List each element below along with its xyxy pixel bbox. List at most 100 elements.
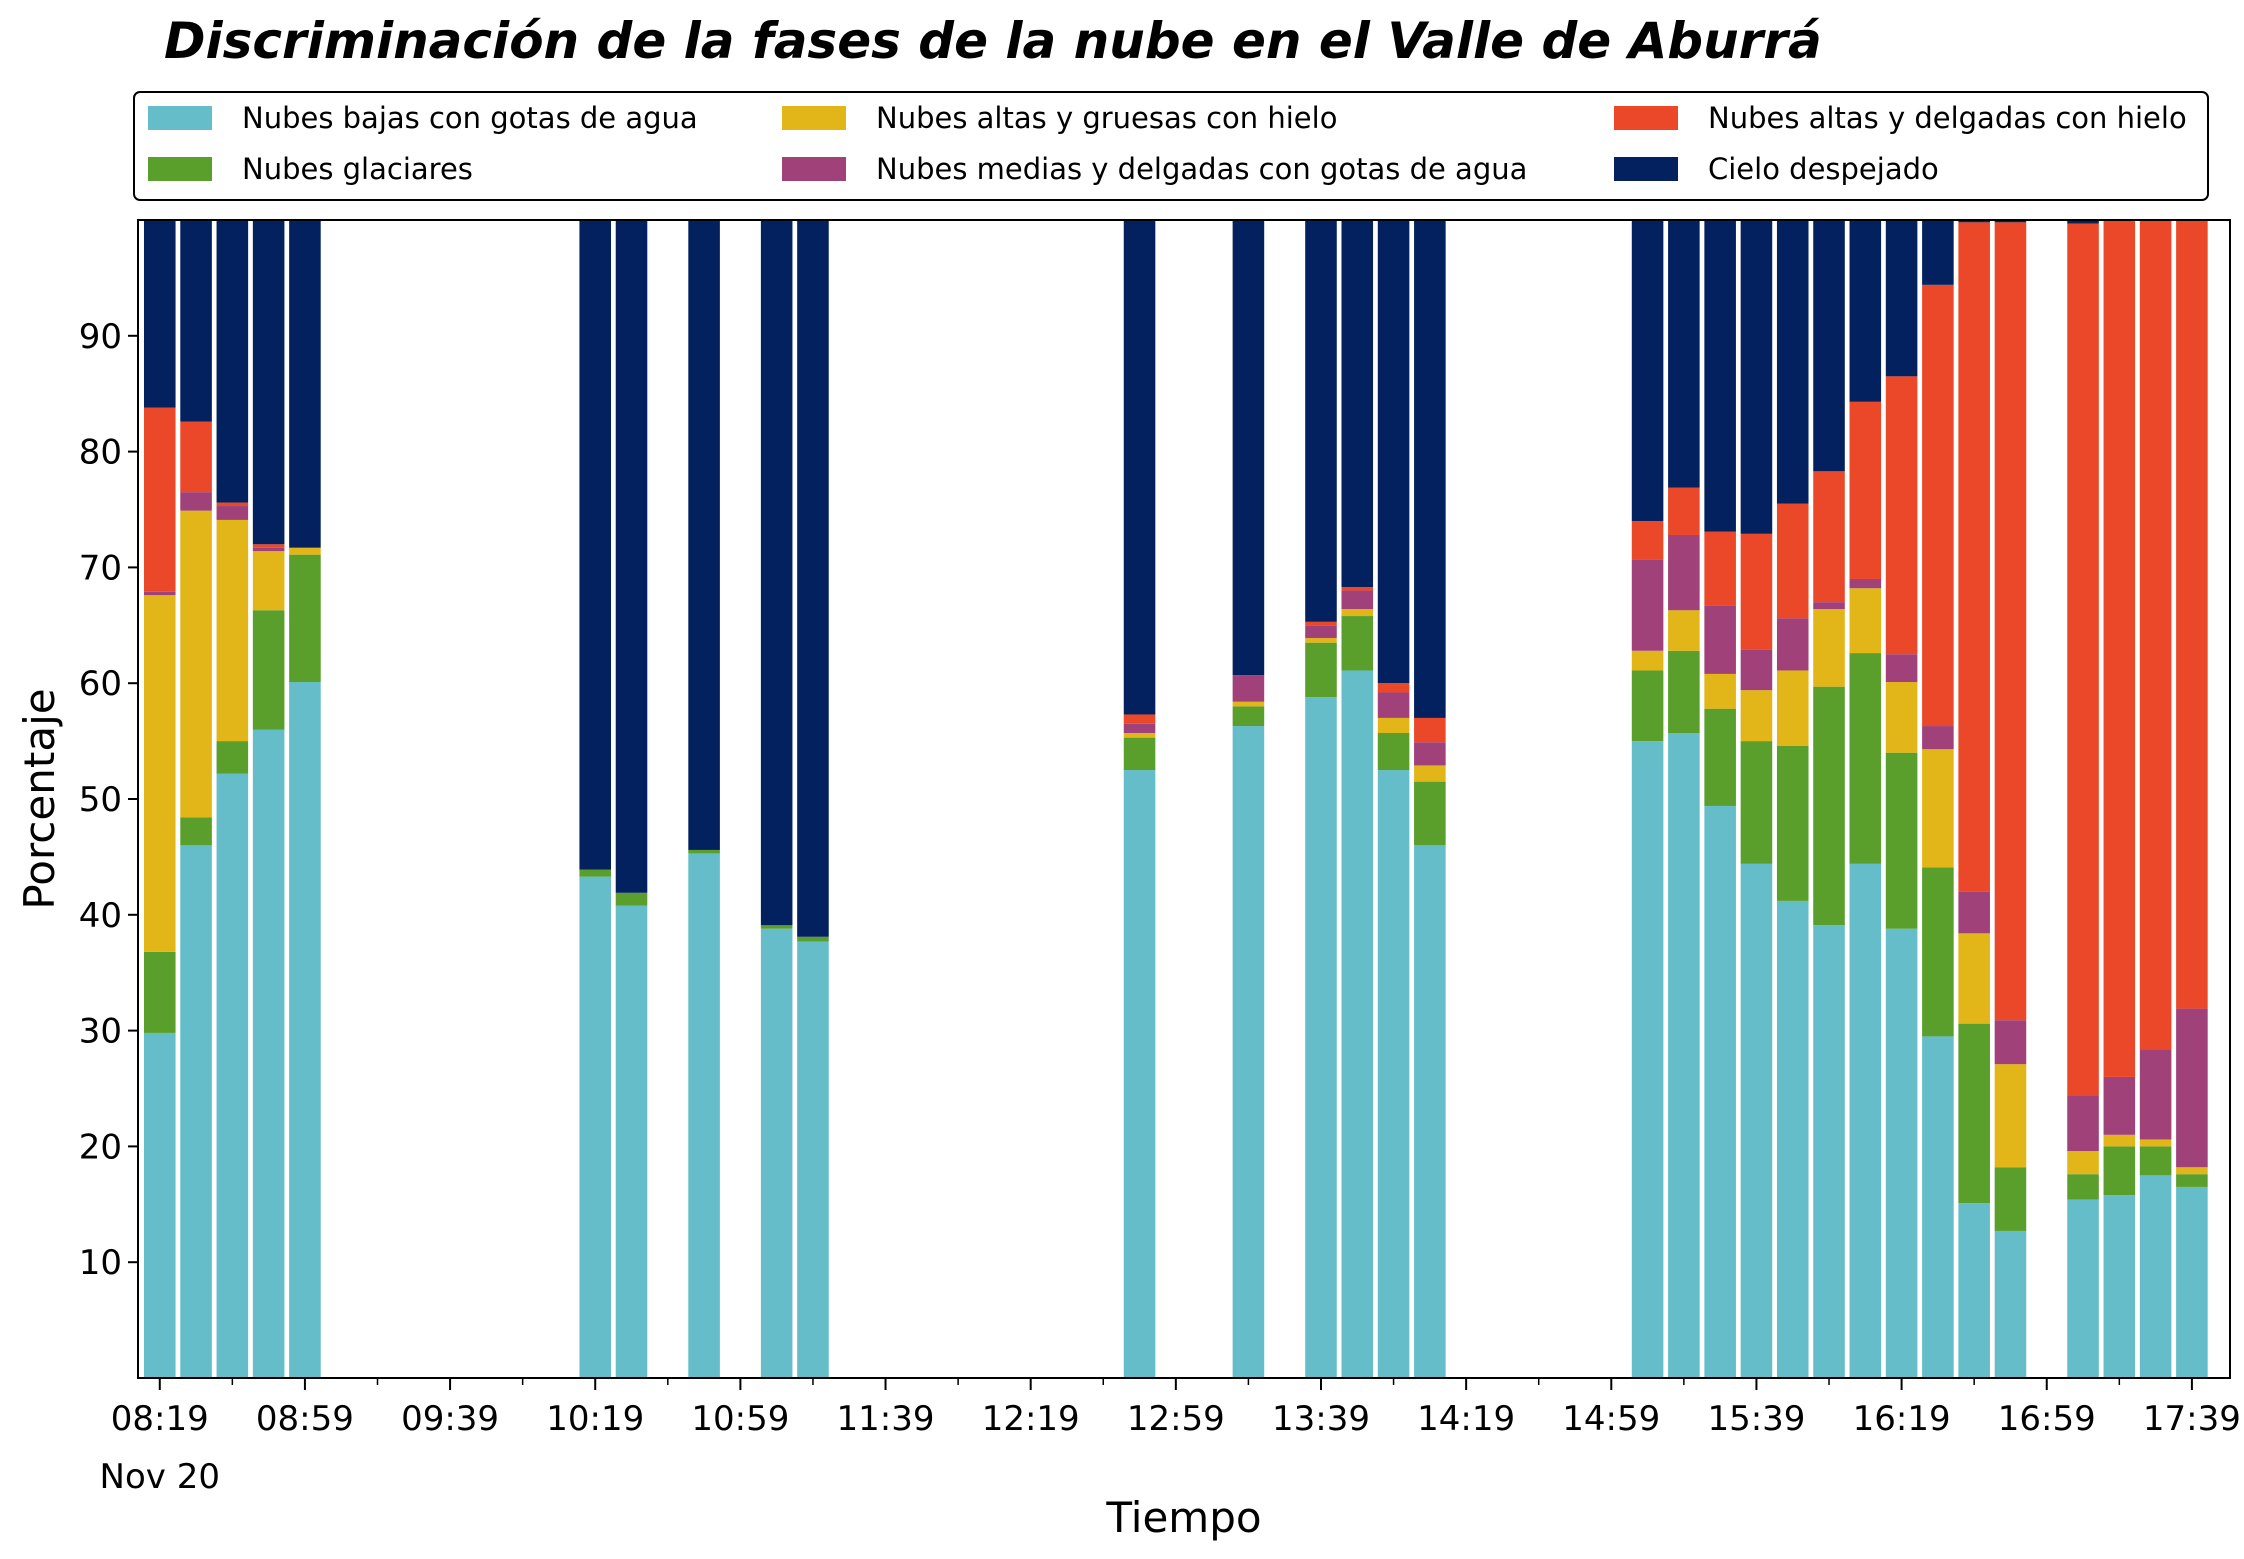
y-tick-label: 30 <box>79 1012 122 1052</box>
bar-segment-1349-s2 <box>1341 609 1374 617</box>
x-tick-label: 14:19 <box>1417 1399 1515 1439</box>
bar-segment-1249-s1 <box>1123 737 1156 771</box>
bar-segment-1339-s4 <box>1305 621 1337 626</box>
bar-segment-1729-s4 <box>2139 221 2172 1050</box>
bar-segment-1609-s4 <box>1849 401 1882 579</box>
bar-segment-1409-s1 <box>1414 781 1446 846</box>
bar-segment-1119-s5 <box>797 220 829 937</box>
bar-segment-1029-s1 <box>615 892 648 906</box>
bar-segment-1339-s5 <box>1305 220 1337 622</box>
legend-label-0: Nubes bajas con gotas de agua <box>242 101 698 135</box>
bar-segment-0819-s0 <box>143 1032 176 1378</box>
bar-segment-0859-s2 <box>289 547 321 555</box>
y-tick-label: 50 <box>79 780 122 820</box>
bar-segment-1729-s3 <box>2139 1049 2172 1140</box>
bar-segment-1649-s5 <box>1994 220 2027 223</box>
bar-segment-0819-s2 <box>143 595 176 952</box>
bar-segment-1359-s5 <box>1377 220 1410 684</box>
bar-segment-1719-s0 <box>2103 1195 2136 1378</box>
legend-swatch-5 <box>1614 157 1678 181</box>
bar-segment-0849-s0 <box>252 729 285 1378</box>
bar-segment-1649-s4 <box>1994 222 2027 1021</box>
bar-segment-1739-s3 <box>2176 1008 2208 1168</box>
y-tick-label: 80 <box>79 433 122 473</box>
bar-segment-1509-s5 <box>1631 220 1664 522</box>
bar-segment-1049-s1 <box>688 849 720 854</box>
bar-segment-1529-s2 <box>1704 673 1736 709</box>
bar-segment-1609-s1 <box>1849 653 1882 864</box>
bar-segment-1319-s3 <box>1232 675 1265 702</box>
y-tick-label: 70 <box>79 548 122 588</box>
bar-segment-1539-s2 <box>1740 690 1773 742</box>
bar-segment-1019-s1 <box>579 869 612 877</box>
bar-segment-1629-s4 <box>1922 284 1954 727</box>
bar-segment-1709-s4 <box>2067 223 2099 1096</box>
y-tick-label: 40 <box>79 896 122 936</box>
bar-segment-1409-s5 <box>1414 220 1446 718</box>
bar-segment-1319-s1 <box>1232 706 1265 727</box>
x-tick-label: 12:59 <box>1127 1399 1225 1439</box>
x-tick-label: 10:59 <box>691 1399 789 1439</box>
bar-segment-1609-s0 <box>1849 863 1882 1378</box>
bar-segment-0829-s3 <box>180 492 212 511</box>
x-tick-label: 11:39 <box>837 1399 935 1439</box>
bar-segment-0819-s1 <box>143 951 176 1033</box>
bar-segment-0859-s0 <box>289 682 321 1378</box>
bar-segment-1509-s2 <box>1631 650 1664 671</box>
bar-segment-1049-s5 <box>688 220 720 850</box>
bar-segment-1719-s4 <box>2103 221 2136 1077</box>
bar-segment-1709-s0 <box>2067 1199 2099 1378</box>
bar-segment-0839-s2 <box>216 519 249 742</box>
x-tick-label: 08:19 <box>111 1399 209 1439</box>
bar-segment-0839-s3 <box>216 506 249 520</box>
bar-segment-1019-s0 <box>579 876 612 1378</box>
bar-segment-1339-s0 <box>1305 697 1337 1378</box>
chart-title: Discriminación de la fases de la nube en… <box>164 12 1822 70</box>
bar-segment-1739-s4 <box>2176 220 2208 1009</box>
bar-segment-1539-s4 <box>1740 533 1773 650</box>
x-tick-label: 09:39 <box>401 1399 499 1439</box>
bar-segment-1319-s0 <box>1232 726 1265 1378</box>
bar-segment-1519-s1 <box>1668 650 1700 733</box>
bar-segment-1049-s0 <box>688 853 720 1378</box>
bar-segment-0859-s5 <box>289 220 321 548</box>
bar-segment-1739-s1 <box>2176 1174 2208 1187</box>
bar-segment-1519-s3 <box>1668 534 1700 611</box>
bar-segment-0829-s1 <box>180 817 212 846</box>
bar-segment-1629-s2 <box>1922 749 1954 868</box>
legend-swatch-1 <box>148 157 212 181</box>
bar-segment-1639-s0 <box>1958 1203 1990 1378</box>
legend-label-4: Nubes altas y delgadas con hielo <box>1708 101 2187 135</box>
bar-segment-1519-s5 <box>1668 220 1700 488</box>
legend-label-2: Nubes altas y gruesas con hielo <box>876 101 1337 135</box>
bar-segment-1359-s1 <box>1377 732 1410 771</box>
bar-segment-1319-s5 <box>1232 220 1265 676</box>
x-tick-label: 16:19 <box>1853 1399 1951 1439</box>
bar-segment-1349-s4 <box>1341 587 1374 591</box>
bar-segment-1539-s5 <box>1740 220 1773 534</box>
bar-segment-1109-s0 <box>760 928 793 1378</box>
bar-segment-0839-s1 <box>216 741 249 774</box>
bar-segment-1109-s1 <box>760 925 793 929</box>
x-tick-label: 13:39 <box>1272 1399 1370 1439</box>
bar-segment-1709-s2 <box>2067 1151 2099 1175</box>
bar-segment-1529-s3 <box>1704 605 1736 674</box>
bar-segment-0829-s2 <box>180 510 212 818</box>
bar-segment-1349-s3 <box>1341 590 1374 610</box>
bar-segment-1739-s2 <box>2176 1167 2208 1175</box>
bar-segment-1409-s4 <box>1414 717 1446 743</box>
bar-segment-1639-s4 <box>1958 222 1990 892</box>
legend-swatch-0 <box>148 106 212 130</box>
bar-segment-1629-s1 <box>1922 867 1954 1037</box>
bar-segment-1619-s3 <box>1885 654 1918 683</box>
bar-segment-1549-s4 <box>1776 503 1809 619</box>
bar-segment-1319-s2 <box>1232 701 1265 707</box>
bar-segment-1609-s3 <box>1849 578 1882 589</box>
bar-segment-1709-s3 <box>2067 1095 2099 1152</box>
bar-segment-1639-s5 <box>1958 220 1990 223</box>
y-tick-label: 90 <box>79 317 122 357</box>
bar-segment-1629-s5 <box>1922 220 1954 285</box>
bars <box>143 220 2208 1378</box>
